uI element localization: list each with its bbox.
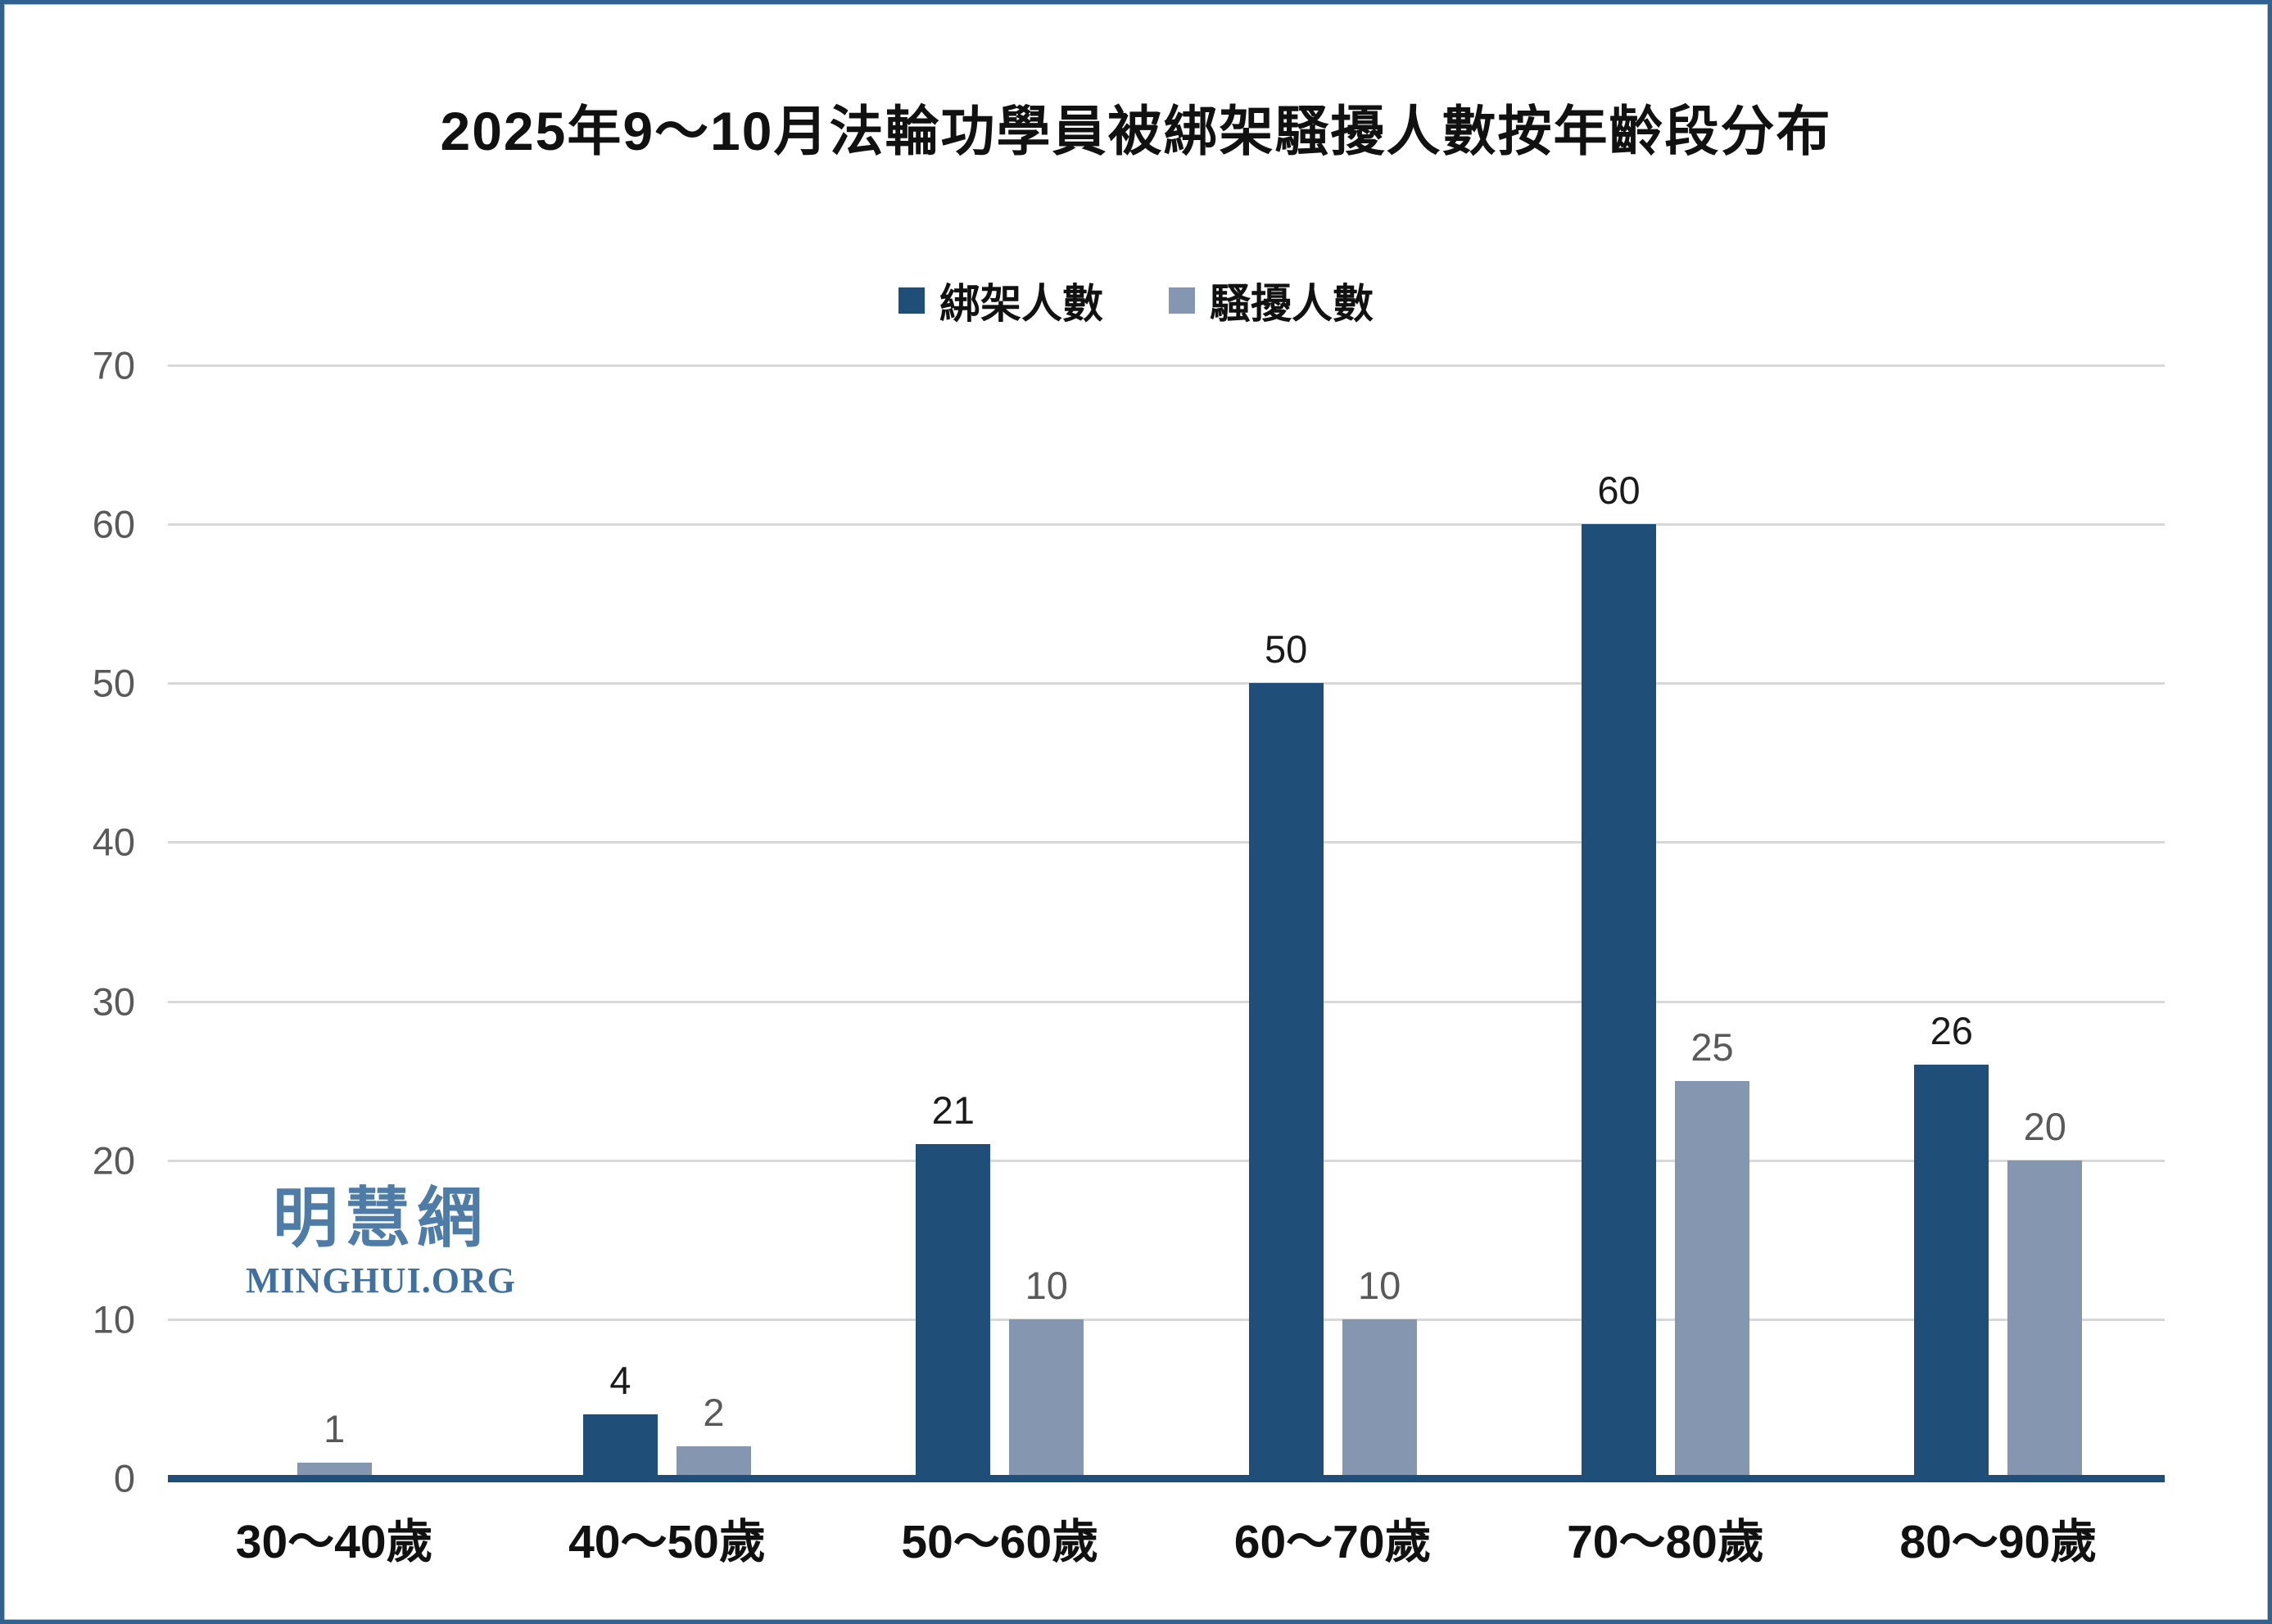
x-category-label: 30～40歲 <box>235 1516 433 1568</box>
bar-value-label: 2 <box>703 1391 725 1435</box>
bar: 20 <box>2007 1105 2083 1478</box>
bar-value-label: 21 <box>931 1088 975 1133</box>
x-axis-line <box>168 1475 2165 1482</box>
x-category-label: 40～50歲 <box>568 1516 766 1568</box>
bar: 21 <box>916 1088 991 1478</box>
bar: 10 <box>1009 1264 1084 1478</box>
bar-value-label: 4 <box>609 1359 631 1403</box>
y-tick-label: 60 <box>92 502 135 546</box>
x-category-label: 50～60歲 <box>901 1516 1099 1568</box>
chart-title: 2025年9～10月法輪功學員被綁架騷擾人數按年齡段分布 <box>440 101 1832 161</box>
gridline <box>168 1159 2165 1162</box>
bar-value-label: 26 <box>1930 1009 1973 1053</box>
legend-label-harassed: 騷擾人數 <box>1210 281 1374 327</box>
x-category-label: 70～80歲 <box>1567 1516 1764 1568</box>
legend-label-kidnapped: 綁架人數 <box>939 281 1103 327</box>
gridline <box>168 1318 2165 1321</box>
bar-value-label: 10 <box>1025 1263 1068 1307</box>
gridline <box>168 523 2165 527</box>
bar-value-label: 20 <box>2023 1104 2066 1148</box>
legend: 綁架人數 騷擾人數 <box>4 271 2268 330</box>
bar: 4 <box>582 1359 658 1478</box>
bar-value-label: 1 <box>324 1406 346 1450</box>
bar-value-label: 50 <box>1265 627 1308 672</box>
y-tick-label: 10 <box>92 1297 135 1341</box>
y-tick-label: 50 <box>92 661 135 705</box>
x-category-label: 80～90歲 <box>1899 1516 2098 1568</box>
y-tick-label: 70 <box>92 343 135 387</box>
bar-group: 21 10 <box>834 365 1166 1478</box>
watermark-cjk-text: 明慧網 <box>273 1182 489 1255</box>
y-tick-label: 20 <box>92 1138 135 1183</box>
gridline <box>168 364 2165 367</box>
bar-group: 60 25 <box>1499 365 1831 1478</box>
bar-group: 50 10 <box>1166 365 1499 1478</box>
bar-value-label: 25 <box>1690 1025 1734 1069</box>
bar: 2 <box>676 1391 751 1478</box>
bar: 26 <box>1914 1009 1989 1478</box>
legend-swatch-harassed-icon <box>1169 287 1195 314</box>
y-tick-label: 30 <box>92 979 135 1024</box>
gridline <box>168 1000 2165 1003</box>
bar: 25 <box>1674 1025 1749 1478</box>
bar-value-label: 60 <box>1597 468 1641 513</box>
gridline <box>168 841 2165 844</box>
x-category-label: 60～70歲 <box>1233 1516 1432 1568</box>
legend-item-harassed: 騷擾人數 <box>1169 271 1374 330</box>
bar-group: 1 <box>168 365 500 1478</box>
bar: 1 <box>296 1407 372 1478</box>
y-tick-label: 40 <box>92 820 135 864</box>
legend-swatch-kidnapped-icon <box>898 287 925 314</box>
bar-group: 26 20 <box>1832 365 2165 1478</box>
bar-value-label: 10 <box>1358 1263 1401 1307</box>
legend-item-kidnapped: 綁架人數 <box>898 271 1103 330</box>
watermark: 明慧網 MINGHUI.ORG <box>242 1186 520 1301</box>
gridline <box>168 682 2165 685</box>
bar: 60 <box>1581 468 1656 1478</box>
watermark-latin-text: MINGHUI.ORG <box>246 1260 516 1301</box>
bar: 10 <box>1342 1264 1417 1478</box>
y-tick-label: 0 <box>113 1456 135 1500</box>
bar: 50 <box>1248 627 1324 1478</box>
